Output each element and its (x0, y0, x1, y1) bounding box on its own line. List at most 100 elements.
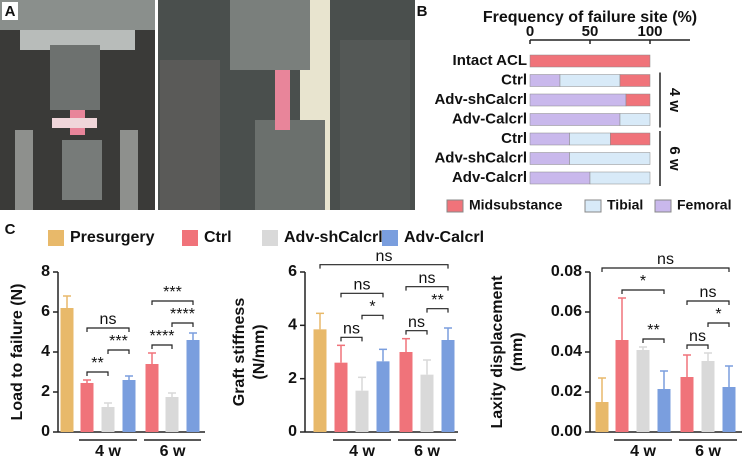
significance-bracket (361, 314, 384, 320)
photo-left (0, 0, 155, 210)
significance-bracket (151, 344, 173, 349)
category-label: Intact ACL (453, 52, 527, 69)
significance-bracket (340, 292, 384, 298)
legend-label: Femoral (677, 197, 731, 213)
significance-label: **** (170, 306, 195, 323)
bar-segment (529, 74, 561, 87)
x-group-label: 4 w (630, 443, 656, 460)
x-group-label: 6 w (160, 443, 186, 460)
significance-bracket (601, 267, 730, 272)
bar (145, 364, 159, 432)
bar (615, 340, 629, 432)
y-tick-label: 0 (41, 423, 50, 440)
legend-swatch (584, 199, 602, 213)
y-tick-label: 0.08 (551, 263, 582, 280)
significance-bracket (707, 322, 730, 327)
category-label: Adv-Calcrl (452, 169, 527, 186)
bar-segment (619, 113, 651, 126)
significance-label: ns (408, 314, 425, 331)
x-tick-label: 50 (582, 23, 599, 40)
significance-label: *** (109, 333, 128, 350)
significance-label: ns (689, 328, 706, 345)
y-tick-label: 8 (41, 263, 50, 280)
bar (313, 329, 327, 432)
significance-label: ns (100, 311, 117, 328)
y-axis-label: Load to failure (N) (9, 284, 26, 421)
y-axis-label: (mm) (509, 332, 526, 371)
y-tick-label: 0.06 (551, 303, 582, 320)
significance-bracket (405, 330, 428, 335)
significance-bracket (107, 349, 130, 354)
bar (101, 407, 115, 432)
x-group-label: 4 w (95, 443, 121, 460)
y-tick-label: 6 (41, 303, 50, 320)
significance-bracket (86, 371, 109, 376)
category-label: Adv-shCalcrl (434, 149, 527, 166)
y-tick-label: 2 (288, 370, 297, 387)
y-tick-label: 0.00 (551, 423, 582, 440)
significance-bracket (686, 300, 730, 305)
bar (595, 402, 609, 432)
significance-bracket (151, 300, 194, 305)
significance-bracket (426, 308, 449, 313)
bar (355, 390, 369, 432)
legend-label: Adv-shCalcrl (284, 229, 383, 246)
chart-title: Frequency of failure site (%) (483, 9, 697, 26)
bar-segment (529, 93, 627, 107)
y-tick-label: 0 (288, 423, 297, 440)
significance-bracket (642, 338, 665, 343)
bar (680, 377, 694, 432)
bar-segment (529, 54, 651, 68)
y-tick-label: 4 (41, 343, 50, 360)
bar-segment (619, 74, 651, 87)
significance-label: ** (431, 292, 443, 309)
legend-label: Adv-Calcrl (404, 229, 484, 246)
significance-label: ns (657, 251, 674, 268)
bar (80, 383, 94, 432)
bar (60, 308, 74, 432)
significance-bracket (86, 327, 130, 332)
significance-bracket (686, 344, 709, 349)
bar (376, 361, 390, 432)
significance-bracket (319, 264, 449, 269)
bar-segment (529, 152, 570, 165)
significance-label: *** (163, 284, 182, 301)
significance-label: **** (150, 328, 175, 345)
legend-swatch (382, 230, 398, 246)
significance-label: ns (700, 284, 717, 301)
x-group-label: 6 w (414, 443, 440, 460)
significance-label: ns (419, 270, 436, 287)
category-label: Adv-shCalcrl (434, 91, 527, 108)
significance-label: * (715, 306, 721, 323)
panel-label: C (5, 221, 16, 238)
significance-bracket (171, 322, 194, 327)
x-tick-label: 100 (637, 23, 662, 40)
bar-segment (569, 152, 651, 165)
significance-label: * (369, 299, 375, 316)
significance-bracket (405, 286, 449, 291)
bar (165, 397, 179, 432)
category-label: Adv-Calcrl (452, 110, 527, 127)
panel-label: B (417, 3, 428, 20)
significance-label: ** (91, 355, 103, 372)
legend-swatch (48, 230, 64, 246)
legend-label: Tibial (607, 197, 643, 213)
bar-segment (569, 132, 611, 146)
x-group-label: 6 w (695, 443, 721, 460)
legend-swatch (262, 230, 278, 246)
bar-segment (610, 132, 651, 146)
bar-segment (529, 171, 591, 185)
legend-label: Midsubstance (469, 197, 563, 213)
significance-label: * (640, 273, 646, 290)
y-tick-label: 4 (288, 317, 297, 334)
legend-swatch (654, 199, 672, 213)
significance-label: ns (354, 277, 371, 294)
significance-label: ns (376, 248, 393, 265)
legend-swatch (182, 230, 198, 246)
bar-segment (529, 113, 621, 126)
bar-segment (529, 132, 570, 146)
panel-label: A (5, 3, 16, 20)
bar (420, 374, 434, 432)
bar (701, 361, 715, 432)
